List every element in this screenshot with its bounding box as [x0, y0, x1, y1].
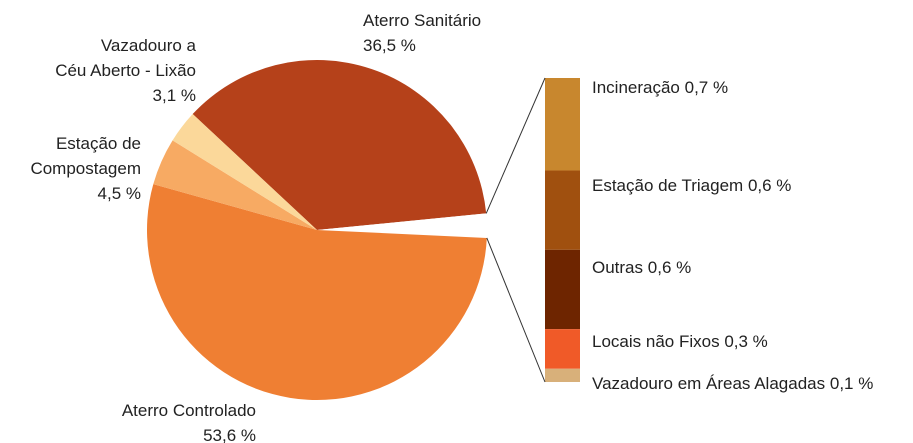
bar-label-value: 0,3 % [724, 332, 768, 351]
bar-label-value: 0,6 % [647, 258, 692, 277]
bar-label-value: 0,6 % [747, 176, 792, 195]
pie-label: Estação de Compostagem 4,5 % [30, 131, 141, 206]
bar-segment [545, 170, 580, 250]
bar-segment [545, 368, 580, 382]
pie-label-value: 53,6 % [203, 426, 256, 443]
pie-slice [317, 213, 487, 238]
pie-slice [147, 184, 487, 400]
pie-label-name: Estação de Compostagem [30, 134, 141, 178]
connector [485, 77, 546, 214]
bar-label-name: Locais não Fixos [592, 332, 720, 351]
pie-label-value: 3,1 % [152, 86, 196, 105]
bar-label-value: 0,1 % [829, 374, 874, 393]
pie-slice [192, 60, 487, 230]
pie-label-name: Vazadouro a Céu Aberto - Lixão [55, 36, 196, 80]
pie-label-value: 36,5 % [363, 36, 416, 55]
bar-label-name: Estação de Triagem [592, 176, 744, 195]
pie-label-name: Aterro Sanitário [363, 11, 482, 30]
bar-label-name: Incineração [592, 78, 680, 97]
bar-segment [545, 249, 580, 330]
bar-label-name: Vazadouro em Áreas Alagadas [592, 374, 826, 393]
pie-slice [153, 140, 317, 230]
bar-segment [545, 78, 580, 171]
bar-label-name: Outras [592, 258, 644, 277]
bar-label: Outras 0,6 % [592, 258, 691, 278]
pie-label: Vazadouro a Céu Aberto - Lixão 3,1 % [55, 33, 196, 108]
bar-label-value: 0,7 % [684, 78, 729, 97]
pie-label: Aterro Sanitário 36,5 % [363, 8, 481, 58]
bar-label: Locais não Fixos 0,3 % [592, 332, 768, 352]
connector [486, 237, 546, 383]
pie-label-name: Aterro Controlado [121, 401, 256, 420]
bar-label: Estação de Triagem 0,6 % [592, 176, 791, 196]
pie-label: Aterro Controlado 53,6 % [122, 398, 256, 443]
pie-label-value: 4,5 % [97, 184, 141, 203]
pie-slice [172, 114, 317, 230]
bar-label: Vazadouro em Áreas Alagadas 0,1 % [592, 374, 873, 394]
bar-segment [545, 329, 580, 369]
bar-label: Incineração 0,7 % [592, 78, 728, 98]
